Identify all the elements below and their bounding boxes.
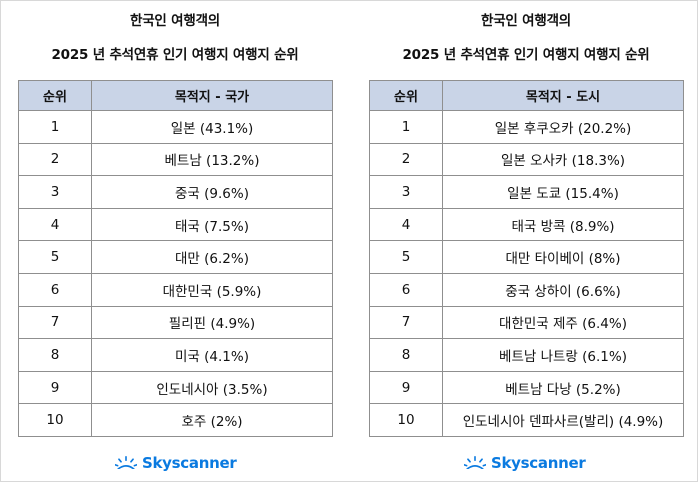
rank-cell: 5 bbox=[369, 240, 443, 274]
skyscanner-logo: Skyscanner bbox=[464, 454, 586, 472]
panel-title-line1: 한국인 여행객의 bbox=[129, 13, 221, 29]
rank-cell: 8 bbox=[18, 338, 92, 372]
table-row: 7 필리핀 (4.9%) bbox=[18, 305, 333, 340]
rank-cell: 9 bbox=[369, 370, 443, 405]
rank-cell: 4 bbox=[369, 207, 443, 242]
table-row: 9 인도네시아 (3.5%) bbox=[18, 370, 333, 405]
rank-cell: 1 bbox=[369, 110, 443, 144]
table-row: 8 베트남 나트랑 (6.1%) bbox=[369, 338, 684, 372]
destination-cell: 일본 오사카 (18.3%) bbox=[442, 142, 684, 177]
destination-cell: 필리핀 (4.9%) bbox=[91, 305, 333, 340]
destination-cell: 대만 (6.2%) bbox=[91, 240, 333, 274]
table-row: 7 대한민국 제주 (6.4%) bbox=[369, 305, 684, 340]
country-ranking-panel: 한국인 여행객의 2025 년 추석연휴 인기 여행지 여행지 순위 순위 목적… bbox=[18, 1, 333, 437]
table-row: 1 일본 후쿠오카 (20.2%) bbox=[369, 110, 684, 144]
table-row: 5 대만 타이베이 (8%) bbox=[369, 240, 684, 274]
destination-cell: 호주 (2%) bbox=[91, 403, 333, 437]
rank-cell: 9 bbox=[18, 370, 92, 405]
panel-title-line2: 2025 년 추석연휴 인기 여행지 여행지 순위 bbox=[51, 47, 299, 63]
table-row: 3 일본 도쿄 (15.4%) bbox=[369, 175, 684, 209]
rank-cell: 1 bbox=[18, 110, 92, 144]
table-row: 3 중국 (9.6%) bbox=[18, 175, 333, 209]
destination-cell: 베트남 다낭 (5.2%) bbox=[442, 370, 684, 405]
city-ranking-panel: 한국인 여행객의 2025 년 추석연휴 인기 여행지 여행지 순위 순위 목적… bbox=[369, 1, 684, 437]
logo-text: Skyscanner bbox=[491, 454, 586, 472]
rank-cell: 10 bbox=[18, 403, 92, 437]
table-row: 6 중국 상하이 (6.6%) bbox=[369, 272, 684, 307]
table-header-row: 순위 목적지 - 국가 bbox=[18, 80, 333, 111]
destination-cell: 일본 (43.1%) bbox=[91, 110, 333, 144]
destination-cell: 베트남 나트랑 (6.1%) bbox=[442, 338, 684, 372]
table-row: 5 대만 (6.2%) bbox=[18, 240, 333, 274]
table-row: 9 베트남 다낭 (5.2%) bbox=[369, 370, 684, 405]
table-row: 8 미국 (4.1%) bbox=[18, 338, 333, 372]
table-row: 1 일본 (43.1%) bbox=[18, 110, 333, 144]
destination-cell: 대만 타이베이 (8%) bbox=[442, 240, 684, 274]
table-row: 10 인도네시아 덴파사르(발리) (4.9%) bbox=[369, 403, 684, 437]
table-row: 10 호주 (2%) bbox=[18, 403, 333, 437]
table-row: 2 일본 오사카 (18.3%) bbox=[369, 142, 684, 177]
panel-title-line1: 한국인 여행객의 bbox=[480, 13, 572, 29]
rank-cell: 7 bbox=[369, 305, 443, 340]
logo-text: Skyscanner bbox=[142, 454, 237, 472]
city-ranking-table: 순위 목적지 - 도시 1 일본 후쿠오카 (20.2%) 2 일본 오사카 (18.… bbox=[369, 80, 684, 437]
destination-cell: 태국 (7.5%) bbox=[91, 207, 333, 242]
table-row: 6 대한민국 (5.9%) bbox=[18, 272, 333, 307]
destination-header: 목적지 - 도시 bbox=[442, 80, 684, 111]
rank-header: 순위 bbox=[369, 80, 443, 111]
rank-cell: 5 bbox=[18, 240, 92, 274]
rank-cell: 3 bbox=[18, 175, 92, 209]
skyscanner-logo: Skyscanner bbox=[115, 454, 237, 472]
destination-cell: 대한민국 제주 (6.4%) bbox=[442, 305, 684, 340]
rank-cell: 6 bbox=[18, 272, 92, 307]
destination-cell: 인도네시아 (3.5%) bbox=[91, 370, 333, 405]
destination-cell: 중국 상하이 (6.6%) bbox=[442, 272, 684, 307]
rank-header: 순위 bbox=[18, 80, 92, 111]
rank-cell: 2 bbox=[369, 142, 443, 177]
sunrise-icon bbox=[464, 455, 486, 471]
destination-header: 목적지 - 국가 bbox=[91, 80, 333, 111]
rank-cell: 8 bbox=[369, 338, 443, 372]
rank-cell: 3 bbox=[369, 175, 443, 209]
panel-title-line2: 2025 년 추석연휴 인기 여행지 여행지 순위 bbox=[402, 47, 650, 63]
destination-cell: 대한민국 (5.9%) bbox=[91, 272, 333, 307]
destination-cell: 인도네시아 덴파사르(발리) (4.9%) bbox=[442, 403, 684, 437]
table-row: 2 베트남 (13.2%) bbox=[18, 142, 333, 177]
destination-cell: 일본 후쿠오카 (20.2%) bbox=[442, 110, 684, 144]
country-ranking-table: 순위 목적지 - 국가 1 일본 (43.1%) 2 베트남 (13.2%) 3 중국 (… bbox=[18, 80, 333, 437]
rank-cell: 7 bbox=[18, 305, 92, 340]
destination-cell: 베트남 (13.2%) bbox=[91, 142, 333, 177]
destination-cell: 태국 방콕 (8.9%) bbox=[442, 207, 684, 242]
rank-cell: 6 bbox=[369, 272, 443, 307]
table-header-row: 순위 목적지 - 도시 bbox=[369, 80, 684, 111]
sunrise-icon bbox=[115, 455, 137, 471]
rank-cell: 2 bbox=[18, 142, 92, 177]
table-row: 4 태국 방콕 (8.9%) bbox=[369, 207, 684, 242]
destination-cell: 일본 도쿄 (15.4%) bbox=[442, 175, 684, 209]
rank-cell: 4 bbox=[18, 207, 92, 242]
destination-cell: 미국 (4.1%) bbox=[91, 338, 333, 372]
destination-cell: 중국 (9.6%) bbox=[91, 175, 333, 209]
table-row: 4 태국 (7.5%) bbox=[18, 207, 333, 242]
rank-cell: 10 bbox=[369, 403, 443, 437]
